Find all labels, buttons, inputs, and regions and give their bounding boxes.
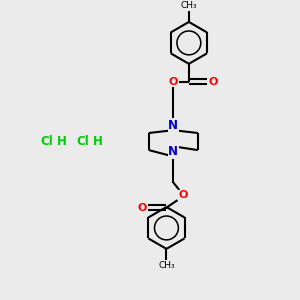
Text: Cl: Cl [40,135,53,148]
Text: O: O [208,77,218,87]
Text: Cl: Cl [76,135,89,148]
Text: CH₃: CH₃ [158,261,175,270]
Text: O: O [169,77,178,87]
Text: O: O [138,202,147,213]
Text: H: H [57,135,67,148]
Text: CH₃: CH₃ [181,1,197,10]
Text: O: O [178,190,188,200]
Text: N: N [168,145,178,158]
Text: N: N [168,118,178,132]
Text: H: H [93,135,103,148]
